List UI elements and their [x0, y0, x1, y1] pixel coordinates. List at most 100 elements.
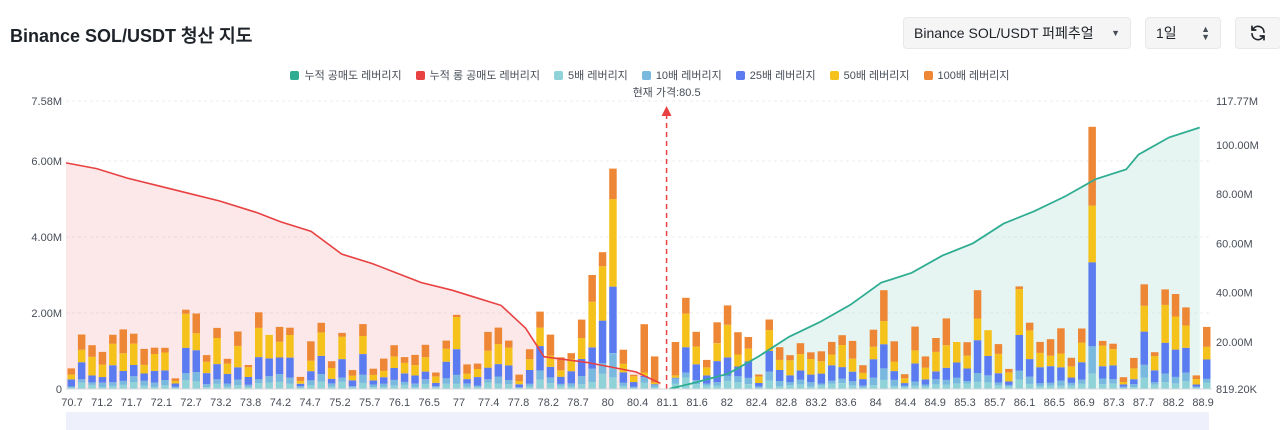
legend-item[interactable]: 5배 레버리지: [554, 67, 628, 83]
bar-segment: [984, 330, 992, 356]
bar-segment: [577, 376, 586, 385]
bar-segment: [890, 361, 898, 372]
bar-segment: [921, 367, 930, 380]
bar-segment: [880, 368, 888, 380]
bar-segment: [463, 379, 471, 384]
refresh-button[interactable]: [1235, 17, 1280, 49]
bar-segment: [244, 384, 253, 387]
bar-segment: [1171, 349, 1180, 377]
bar-segment: [140, 348, 148, 365]
bar-segment: [150, 354, 159, 371]
bar-segment: [234, 331, 242, 346]
bar-segment: [515, 384, 523, 388]
bar-segment: [619, 372, 628, 383]
bar-segment: [869, 377, 878, 386]
legend-item[interactable]: 25배 레버리지: [735, 67, 816, 83]
bar-segment: [973, 373, 982, 382]
bar-segment: [98, 387, 107, 389]
bar-segment: [1078, 383, 1086, 389]
bar-segment: [609, 377, 617, 389]
bar-segment: [255, 379, 263, 384]
exchange-select-value: Binance SOL/USDT 퍼페추얼: [914, 25, 1094, 41]
exchange-select[interactable]: Binance SOL/USDT 퍼페추얼 ▼: [903, 17, 1131, 49]
bar-segment: [421, 357, 430, 372]
bar-segment: [921, 386, 930, 389]
bar-segment: [921, 379, 930, 385]
legend-item[interactable]: 누적 롱 공매도 레버리지: [415, 67, 540, 83]
bar-segment: [171, 378, 180, 381]
bar-segment: [515, 374, 523, 381]
bar-segment: [713, 385, 721, 389]
bar-segment: [275, 357, 284, 375]
bar-segment: [786, 375, 794, 383]
x-tick-label: 77.4: [478, 397, 499, 409]
bar-segment: [317, 355, 325, 375]
legend-item[interactable]: 10배 레버리지: [641, 67, 722, 83]
bar-segment: [1140, 305, 1148, 332]
bar-segment: [1057, 385, 1065, 389]
bar-segment: [1078, 379, 1086, 384]
bar-segment: [1098, 378, 1107, 385]
bar-segment: [494, 344, 503, 365]
bar-segment: [567, 383, 575, 387]
period-select[interactable]: 1일 ▲ ▼: [1145, 17, 1221, 49]
bar-segment: [1098, 366, 1107, 379]
bar-segment: [890, 371, 898, 380]
chart-scrollbar[interactable]: [66, 412, 1209, 430]
x-tick-label: 82: [721, 397, 733, 409]
bar-segment: [296, 387, 305, 389]
bar-segment: [546, 366, 555, 378]
bar-segment: [1161, 289, 1169, 305]
bar-segment: [255, 312, 263, 328]
bar-segment: [557, 376, 565, 384]
legend-item[interactable]: 누적 공매도 레버리지: [290, 67, 402, 83]
bar-segment: [171, 383, 180, 387]
bar-segment: [275, 341, 284, 358]
x-tick-label: 83.6: [835, 397, 856, 409]
legend-item[interactable]: 100배 레버리지: [923, 67, 1010, 83]
bar-segment: [213, 379, 221, 384]
bar-segment: [1025, 376, 1034, 384]
bar-segment: [380, 358, 388, 371]
bar-segment: [682, 372, 690, 378]
bar-segment: [536, 327, 544, 346]
bar-segment: [1067, 385, 1076, 389]
bar-segment: [421, 371, 430, 380]
bar-segment: [984, 356, 992, 376]
bar-segment: [744, 337, 753, 349]
x-tick-label: 84.9: [924, 397, 945, 409]
bar-segment: [1161, 304, 1169, 343]
bar-segment: [682, 347, 690, 373]
bar-segment: [77, 362, 86, 380]
bar-segment: [202, 373, 211, 385]
bar-segment: [994, 354, 1003, 374]
bar-segment: [161, 352, 169, 371]
bar-segment: [744, 377, 753, 385]
bar-segment: [171, 381, 180, 384]
bar-segment: [348, 380, 357, 387]
x-tick-label: 82.4: [746, 397, 767, 409]
bar-segment: [1182, 372, 1190, 382]
bar-segment: [88, 384, 96, 389]
bar-segment: [255, 327, 263, 358]
bar-segment: [109, 334, 117, 344]
bar-segment: [390, 367, 398, 380]
bar-segment: [1203, 382, 1211, 389]
legend-label: 5배 레버리지: [568, 70, 628, 82]
bar-segment: [473, 385, 482, 388]
legend-item[interactable]: 50배 레버리지: [829, 67, 910, 83]
bar-segment: [265, 358, 273, 377]
bar-segment: [963, 383, 971, 389]
y-left-tick-label: 6.00M: [31, 156, 62, 168]
bar-segment: [255, 383, 263, 389]
bar-segment: [1057, 353, 1065, 368]
bar-segment: [442, 340, 450, 349]
bar-segment: [140, 364, 148, 374]
bar-segment: [182, 373, 190, 381]
bar-segment: [609, 199, 617, 287]
bar-segment: [817, 361, 826, 374]
bar-segment: [828, 380, 836, 384]
bar-segment: [703, 385, 711, 389]
bar-segment: [734, 354, 742, 367]
x-tick-label: 76.5: [418, 397, 439, 409]
